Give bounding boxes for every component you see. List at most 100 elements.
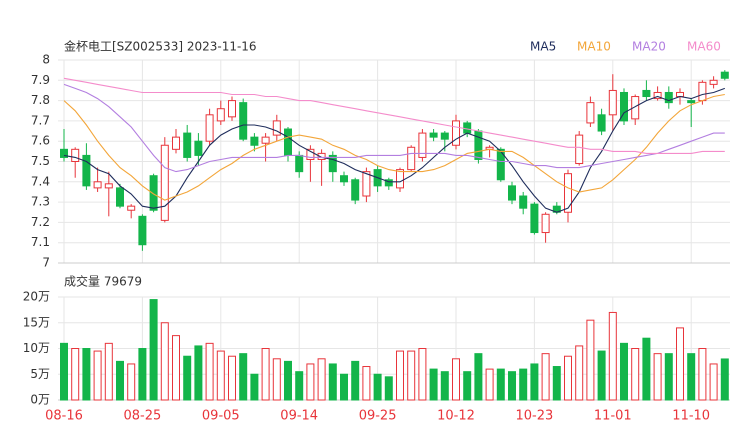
volume-bar: [597, 350, 606, 401]
volume-bar: [71, 348, 80, 401]
volume-bar: [306, 363, 315, 401]
legend-label: MA60: [687, 40, 721, 54]
chart-title: 金杯电工[SZ002533] 2023-11-16: [64, 39, 257, 54]
volume-tick-label: 5万: [30, 367, 50, 381]
volume-bar: [519, 368, 528, 401]
candle-body: [116, 187, 124, 207]
volume-bar: [82, 348, 91, 401]
volume-bar: [93, 350, 102, 401]
candle-body: [440, 132, 449, 140]
volume-bar: [340, 373, 348, 401]
x-tick-label: 09-25: [359, 409, 397, 424]
volume-bar: [149, 299, 158, 401]
ma-line: [63, 83, 725, 173]
candle-body: [104, 183, 113, 189]
candle-body: [194, 140, 203, 156]
volume-bar: [620, 342, 628, 401]
candle-body: [496, 148, 505, 181]
candle-body: [183, 132, 192, 158]
volume-bar: [183, 355, 192, 401]
candle-body: [407, 146, 416, 171]
volume-bar: [608, 311, 617, 401]
volume-bar: [127, 363, 136, 401]
volume-bar: [429, 368, 438, 401]
volume-tick-label: 20万: [23, 290, 50, 304]
volume-bar: [194, 345, 203, 401]
legend-label: MA5: [530, 40, 556, 54]
volume-bar: [216, 350, 225, 401]
candle-body: [295, 154, 304, 173]
volume-bar: [631, 348, 640, 401]
candle-body: [239, 102, 248, 140]
candle-body: [631, 96, 640, 120]
y-tick-label: 7.7: [31, 113, 50, 127]
volume-bar: [295, 371, 304, 401]
volume-bar: [485, 368, 494, 401]
volume-tick-label: 15万: [23, 315, 50, 329]
candle-body: [620, 91, 628, 122]
candle-body: [149, 175, 158, 211]
candle-body: [362, 171, 371, 197]
x-tick-label: 08-16: [45, 409, 83, 424]
candle-body: [205, 114, 214, 142]
candle-body: [720, 71, 729, 79]
volume-bar: [530, 363, 539, 401]
y-tick-label: 7.8: [31, 93, 50, 107]
volume-bar: [384, 376, 393, 401]
candle-body: [127, 205, 136, 211]
candle-body: [272, 120, 281, 136]
volume-bar: [676, 327, 684, 401]
volume-bar: [564, 355, 572, 401]
volume-bar: [351, 360, 360, 401]
volume-bar: [575, 345, 584, 401]
volume-bar: [687, 353, 696, 401]
y-tick-label: 7.1: [31, 235, 50, 249]
volume-bar: [720, 358, 729, 401]
volume-bar: [116, 360, 124, 401]
volume-bar: [138, 348, 147, 401]
candle-body: [541, 213, 550, 234]
candle-body: [709, 79, 718, 85]
ma-line: [63, 93, 725, 201]
candle-body: [429, 132, 438, 138]
candle-body: [172, 136, 180, 150]
candle-body: [284, 128, 292, 156]
candle-body: [93, 181, 102, 189]
legend-label: MA20: [632, 40, 666, 54]
ma-line: [63, 77, 725, 154]
candle-body: [575, 134, 584, 165]
volume-bar: [586, 319, 595, 401]
volume-bar: [653, 353, 662, 401]
volume-bar: [60, 342, 68, 401]
candle-body: [608, 89, 617, 116]
volume-bar: [373, 373, 382, 401]
candle-body: [653, 91, 662, 100]
y-tick-label: 7.2: [31, 215, 50, 229]
x-tick-label: 09-14: [280, 409, 318, 424]
volume-bar: [452, 358, 460, 401]
volume-bar: [474, 353, 483, 401]
candle-body: [698, 81, 707, 102]
volume-bar: [508, 371, 516, 401]
candle-body: [396, 169, 404, 189]
y-tick-label: 7: [42, 256, 50, 270]
volume-tick-label: 0万: [30, 393, 50, 407]
volume-bar: [552, 366, 561, 401]
volume-bar: [642, 337, 651, 401]
candle-body: [597, 114, 606, 132]
candle-body: [530, 203, 539, 234]
candle-body: [216, 108, 225, 122]
candle-body: [340, 175, 348, 183]
candle-body: [664, 91, 673, 104]
y-tick-label: 8: [42, 53, 50, 67]
candle-body: [508, 185, 516, 201]
candle-body: [306, 148, 315, 160]
volume-bar: [396, 350, 404, 401]
candle-body: [250, 136, 259, 146]
volume-bar: [239, 353, 248, 401]
volume-bar: [496, 368, 505, 401]
x-tick-label: 11-10: [672, 409, 710, 424]
volume-bar: [440, 371, 449, 401]
volume-tick-label: 10万: [23, 341, 50, 355]
